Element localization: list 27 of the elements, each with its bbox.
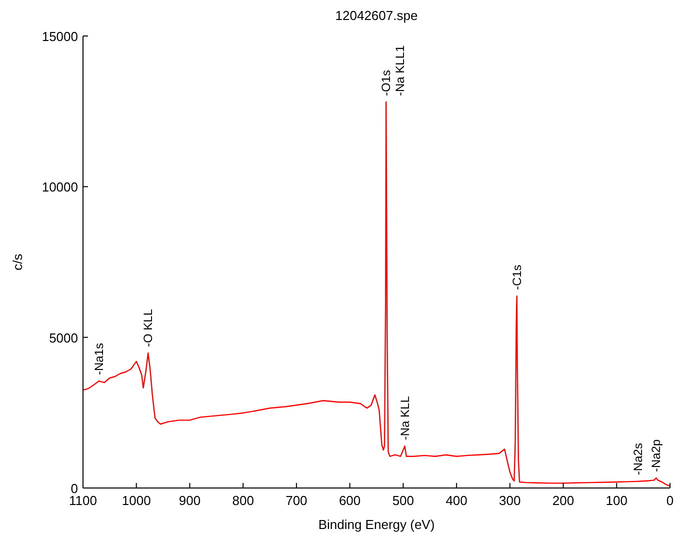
x-tick-label: 1000 — [122, 493, 151, 508]
x-tick-label: 0 — [666, 493, 674, 508]
x-tick-label: 200 — [552, 493, 574, 508]
chart-title: 12042607.spe — [335, 8, 418, 23]
annotation: -Na KLL1 — [393, 44, 408, 96]
y-tick-label: 10000 — [42, 180, 78, 195]
annotation: -Na2s — [630, 443, 645, 476]
annotation: -Na1s — [92, 343, 106, 376]
x-tick-label: 1100 — [69, 493, 97, 508]
annotation: -C1s — [510, 264, 524, 290]
annotation: -O KLL — [141, 308, 156, 348]
x-tick-label: 300 — [499, 493, 521, 508]
x-tick-label: 900 — [178, 493, 201, 508]
x-tick-label: 800 — [232, 493, 254, 508]
y-axis-title: c/s — [10, 253, 25, 270]
x-tick-label: 700 — [286, 493, 308, 508]
annotation: -O1s — [379, 70, 394, 96]
y-tick-label: 5000 — [49, 330, 78, 346]
x-axis-title: Binding Energy (eV) — [318, 517, 435, 532]
x-tick-label: 500 — [392, 493, 414, 508]
y-tick-label: 15000 — [42, 29, 78, 44]
x-tick-label: 600 — [338, 493, 361, 508]
annotation: -Na2p — [649, 439, 664, 472]
x-tick-label: 400 — [446, 493, 468, 508]
x-tick-label: 100 — [606, 493, 628, 508]
y-tick-label: 0 — [70, 481, 78, 496]
annotation: -Na KLL — [398, 396, 412, 440]
